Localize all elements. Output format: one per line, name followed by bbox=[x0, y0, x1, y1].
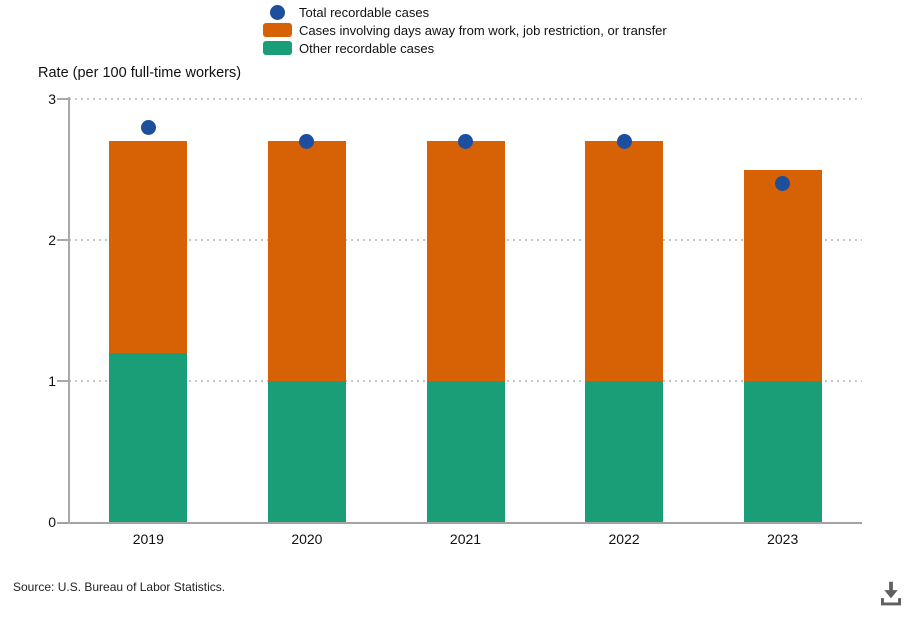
bar-segment-days-away bbox=[743, 169, 822, 381]
total-recordable-dot bbox=[140, 119, 156, 135]
download-icon bbox=[881, 581, 901, 606]
legend-label: Other recordable cases bbox=[299, 40, 435, 56]
bar-segment-other-recordable bbox=[109, 352, 188, 522]
bar-segment-days-away bbox=[267, 141, 346, 381]
bar-segment-other-recordable bbox=[267, 381, 346, 522]
x-tick-label: 2022 bbox=[608, 531, 640, 547]
y-tick-mark bbox=[57, 239, 69, 241]
y-axis-line bbox=[68, 97, 70, 524]
y-tick-mark bbox=[57, 98, 69, 100]
source-note: Source: U.S. Bureau of Labor Statistics. bbox=[13, 580, 226, 594]
bar-segment-other-recordable bbox=[743, 381, 822, 522]
y-tick-label: 1 bbox=[48, 373, 56, 389]
y-gridline bbox=[69, 98, 862, 100]
y-tick-label: 0 bbox=[48, 514, 56, 530]
legend-marker-cell bbox=[262, 4, 292, 20]
total-recordable-dot bbox=[299, 133, 315, 149]
square-marker-icon bbox=[262, 23, 292, 37]
y-tick-mark bbox=[57, 380, 69, 382]
bar-segment-days-away bbox=[109, 141, 188, 353]
x-axis-line bbox=[57, 522, 862, 524]
bar-segment-other-recordable bbox=[585, 381, 664, 522]
bar-segment-other-recordable bbox=[426, 381, 505, 522]
legend-label: Cases involving days away from work, job… bbox=[299, 22, 667, 38]
total-recordable-dot bbox=[775, 176, 791, 192]
legend: Total recordable cases Cases involving d… bbox=[262, 3, 667, 57]
legend-marker-cell bbox=[262, 41, 292, 55]
total-recordable-dot bbox=[458, 133, 473, 149]
circle-marker-icon bbox=[269, 4, 285, 20]
x-tick-label: 2023 bbox=[767, 531, 799, 547]
x-tick-label: 2019 bbox=[132, 531, 164, 547]
square-marker-icon bbox=[262, 41, 292, 55]
x-tick-label: 2021 bbox=[449, 531, 482, 547]
legend-label: Total recordable cases bbox=[299, 4, 430, 20]
download-button[interactable] bbox=[872, 574, 910, 612]
bar-segment-days-away bbox=[426, 141, 505, 381]
legend-item-total-recordable: Total recordable cases bbox=[262, 3, 667, 21]
x-tick-label: 2020 bbox=[291, 531, 323, 547]
legend-item-days-away-cases: Cases involving days away from work, job… bbox=[262, 21, 667, 39]
legend-marker-cell bbox=[262, 23, 292, 37]
y-tick-label: 3 bbox=[48, 91, 56, 107]
y-axis-title: Rate (per 100 full-time workers) bbox=[38, 65, 242, 81]
total-recordable-dot bbox=[616, 133, 632, 149]
y-tick-label: 2 bbox=[48, 232, 56, 248]
legend-item-other-recordable: Other recordable cases bbox=[262, 39, 667, 57]
bar-segment-days-away bbox=[585, 141, 664, 381]
